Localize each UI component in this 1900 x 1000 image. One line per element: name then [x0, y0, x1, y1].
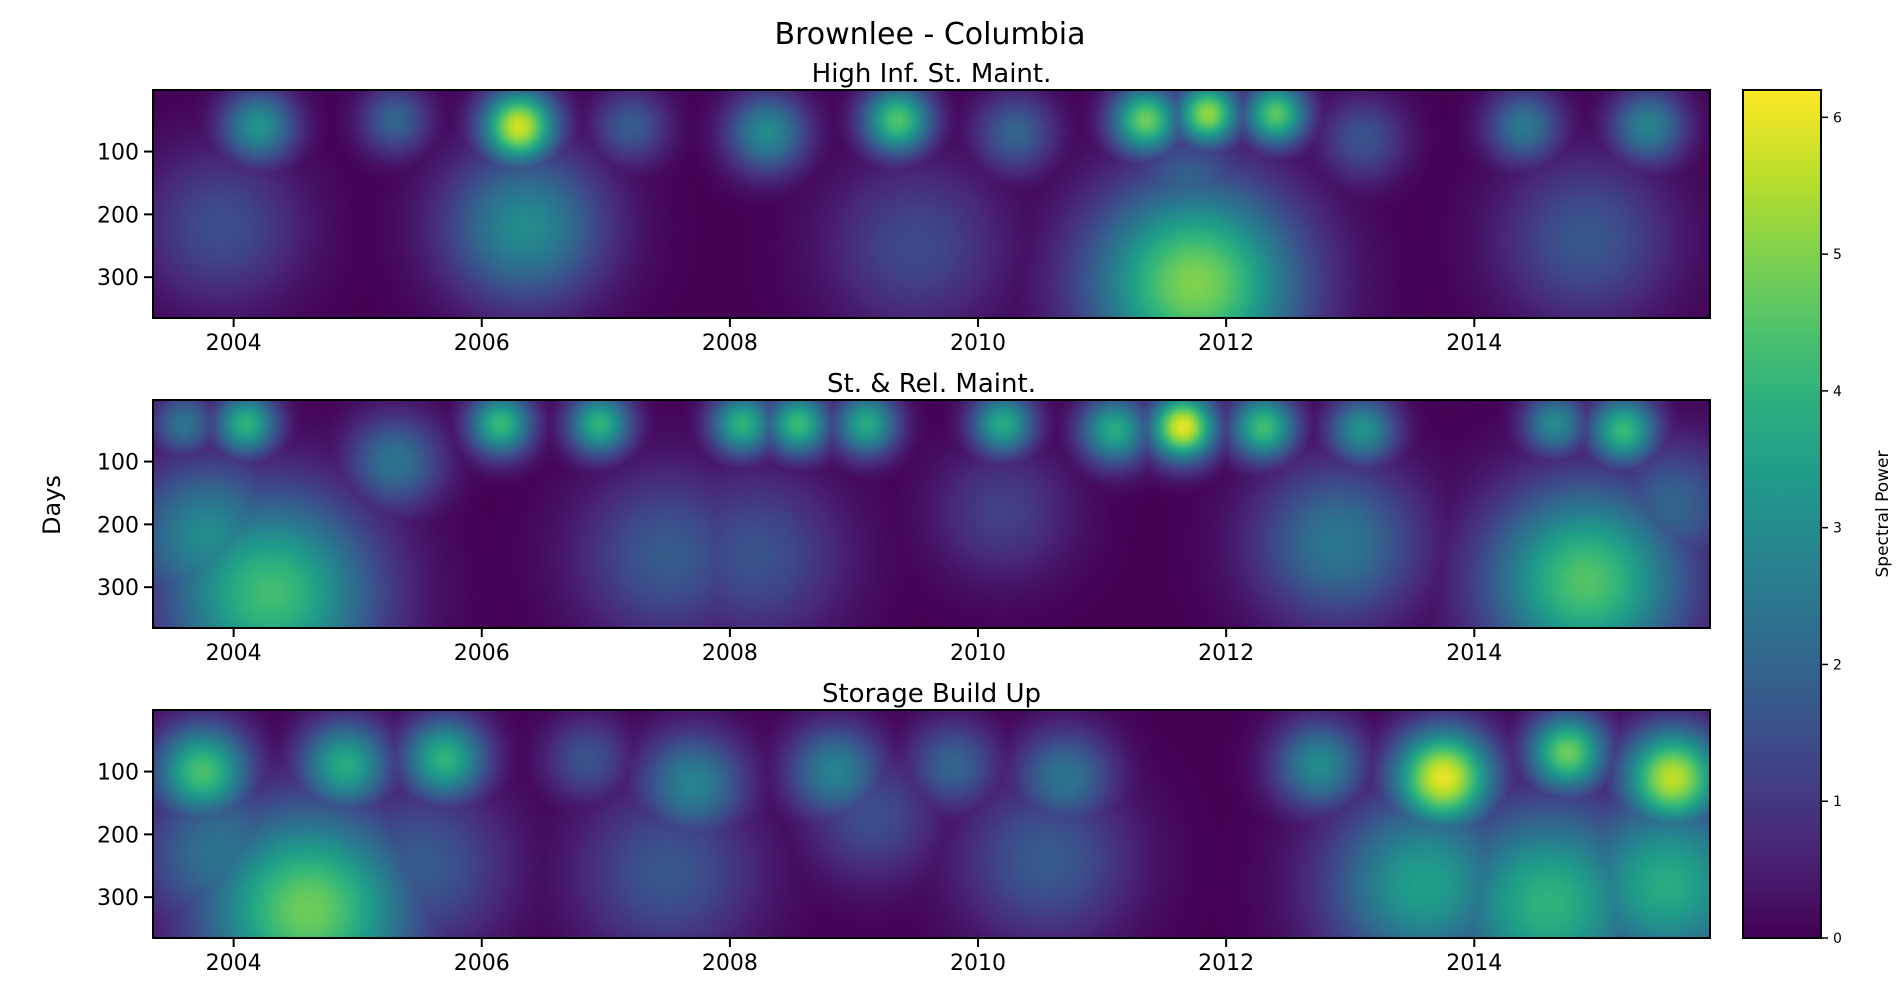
heatmap-image	[153, 400, 1710, 628]
x-tick-label: 2006	[454, 331, 510, 356]
panel-3: Storage Build Up 100 200 300 2004 2006 2008 201…	[97, 679, 1711, 976]
panel-title: High Inf. St. Maint.	[812, 59, 1052, 89]
x-tick-label: 2006	[454, 951, 510, 976]
colorbar-tick-label: 4	[1833, 384, 1842, 400]
x-tick-label: 2010	[950, 331, 1006, 356]
x-tick-label: 2010	[950, 951, 1006, 976]
y-tick-label: 100	[97, 451, 139, 476]
x-tick-label: 2006	[454, 641, 510, 666]
x-tick-label: 2008	[702, 951, 758, 976]
panels-group: High Inf. St. Maint. 100 200 300 2004 2006 200…	[97, 59, 1711, 976]
colorbar-tick-label: 3	[1833, 521, 1842, 537]
colorbar-tick-label: 6	[1833, 110, 1842, 126]
y-tick-label: 300	[97, 266, 139, 291]
x-tick-label: 2014	[1446, 331, 1502, 356]
colorbar-tick-label: 0	[1833, 931, 1842, 947]
y-tick-label: 100	[97, 141, 139, 166]
x-tick-label: 2014	[1446, 951, 1502, 976]
colorbar: 0 1 2 3 4 5 6 Spectral Power	[1742, 89, 1893, 947]
panel-frame	[152, 89, 1711, 319]
x-tick-label: 2004	[206, 641, 262, 666]
x-tick-label: 2014	[1446, 641, 1502, 666]
panel-title: St. & Rel. Maint.	[827, 369, 1036, 399]
x-tick-label: 2008	[702, 641, 758, 666]
x-tick-label: 2012	[1198, 331, 1254, 356]
y-tick-label: 200	[97, 513, 139, 538]
y-tick-label: 300	[97, 886, 139, 911]
y-tick-label: 200	[97, 203, 139, 228]
panel-title: Storage Build Up	[822, 679, 1041, 709]
x-tick-label: 2004	[206, 951, 262, 976]
x-tick-label: 2012	[1198, 641, 1254, 666]
y-tick-label: 300	[97, 576, 139, 601]
figure-title: Brownlee - Columbia	[775, 17, 1086, 52]
x-tick-label: 2010	[950, 641, 1006, 666]
colorbar-tick-label: 1	[1833, 794, 1842, 810]
y-tick-label: 200	[97, 823, 139, 848]
colorbar-tick-label: 5	[1833, 247, 1842, 263]
heatmap-image	[153, 90, 1710, 318]
heatmap-image	[153, 710, 1710, 938]
y-tick-label: 100	[97, 761, 139, 786]
panel-frame	[152, 399, 1711, 629]
colorbar-label: Spectral Power	[1873, 451, 1893, 578]
x-tick-label: 2004	[206, 331, 262, 356]
panel-1: High Inf. St. Maint. 100 200 300 2004 2006 200…	[97, 59, 1711, 356]
colorbar-tick-label: 2	[1833, 657, 1842, 673]
y-axis-label: Days	[38, 475, 66, 535]
x-tick-label: 2012	[1198, 951, 1254, 976]
panel-frame	[152, 709, 1711, 939]
x-tick-label: 2008	[702, 331, 758, 356]
panel-2: St. & Rel. Maint. 100 200 300 2004 2006 2008 20…	[97, 369, 1711, 666]
colorbar-gradient	[1742, 89, 1822, 939]
